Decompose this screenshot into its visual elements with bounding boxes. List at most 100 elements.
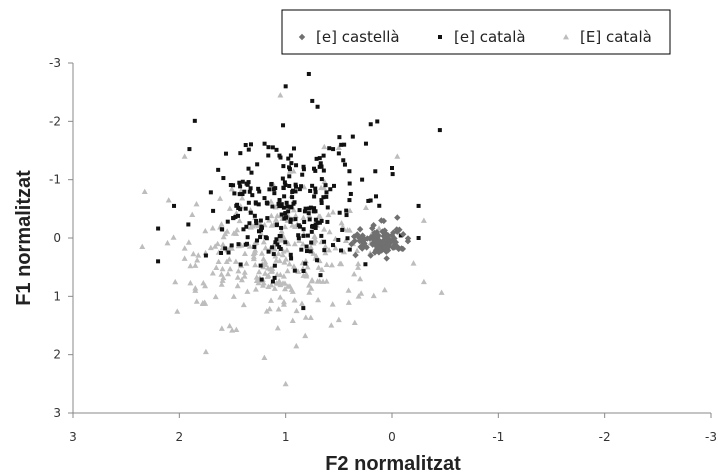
- y-axis-title: F1 normalitzat: [13, 170, 35, 306]
- data-point: [336, 237, 341, 242]
- data-point: [328, 187, 333, 192]
- data-point: [348, 240, 355, 248]
- data-point: [226, 250, 231, 255]
- data-point: [390, 166, 394, 170]
- data-point: [218, 271, 225, 277]
- data-point: [282, 223, 289, 230]
- data-point: [306, 289, 313, 295]
- x-tick-label: 2: [176, 430, 184, 444]
- data-point: [243, 206, 248, 211]
- data-point: [358, 290, 365, 296]
- data-point: [271, 252, 276, 257]
- data-point: [324, 190, 329, 195]
- data-point: [335, 316, 342, 323]
- data-point: [302, 332, 309, 339]
- data-point: [237, 180, 242, 185]
- axes: 3 2 1 0 -1 -2 -3 -3 -2 -1 0 1 2 3: [49, 56, 717, 444]
- data-point: [308, 285, 315, 291]
- data-point: [331, 147, 336, 152]
- data-point: [227, 265, 234, 272]
- data-point: [352, 251, 359, 259]
- data-point: [181, 255, 188, 261]
- x-tick-label: 0: [388, 430, 396, 444]
- data-point: [374, 194, 379, 199]
- data-point: [262, 270, 269, 276]
- x-tick-label: -3: [705, 430, 717, 444]
- data-point: [288, 153, 293, 158]
- data-point: [398, 245, 405, 252]
- data-point: [321, 143, 328, 150]
- data-point: [282, 180, 287, 185]
- y-tick-label: 1: [53, 289, 61, 303]
- y-tick-label: -1: [49, 173, 61, 187]
- data-point: [305, 233, 310, 238]
- x-tick-label: -1: [492, 430, 504, 444]
- data-point: [298, 224, 303, 229]
- data-point: [207, 244, 214, 251]
- data-point: [303, 261, 308, 266]
- data-point: [219, 277, 226, 283]
- data-point: [254, 221, 259, 226]
- data-point: [212, 293, 219, 300]
- data-point: [192, 287, 199, 293]
- data-point: [346, 207, 353, 214]
- data-point: [279, 202, 284, 207]
- data-point: [209, 270, 216, 276]
- data-point: [285, 204, 290, 209]
- data-point: [223, 258, 230, 265]
- data-point: [277, 198, 282, 203]
- data-point: [262, 261, 269, 267]
- data-point: [331, 183, 336, 188]
- data-point: [290, 195, 295, 200]
- data-point: [293, 307, 300, 314]
- data-point: [319, 200, 324, 205]
- data-point: [318, 161, 323, 166]
- data-point: [259, 224, 264, 229]
- y-tick-label: -2: [49, 114, 61, 128]
- data-point: [209, 225, 216, 231]
- data-point: [416, 236, 421, 240]
- data-point: [258, 263, 263, 268]
- y-tick-label: 0: [53, 231, 61, 245]
- data-point: [351, 271, 358, 277]
- data-point: [326, 247, 333, 253]
- data-point: [338, 219, 345, 226]
- data-point: [345, 287, 352, 293]
- data-point: [279, 251, 286, 258]
- data-point: [323, 261, 330, 267]
- data-point: [202, 348, 209, 355]
- data-point: [219, 265, 226, 272]
- data-point: [296, 236, 301, 241]
- data-point: [220, 274, 227, 281]
- data-point: [291, 201, 296, 206]
- data-point: [398, 233, 403, 238]
- data-point: [390, 229, 397, 236]
- data-point: [399, 231, 407, 238]
- data-point: [306, 71, 311, 76]
- data-point: [248, 210, 253, 215]
- data-point: [321, 153, 326, 158]
- data-point: [313, 252, 320, 259]
- data-point: [241, 269, 248, 275]
- legend-label: [e] castellà: [316, 28, 400, 46]
- data-point: [301, 233, 306, 238]
- data-point: [172, 278, 179, 285]
- data-point: [281, 205, 286, 210]
- data-point: [240, 301, 247, 308]
- data-point: [296, 237, 303, 243]
- data-point: [301, 269, 306, 274]
- data-point: [307, 314, 314, 320]
- legend-label: [E] català: [580, 28, 652, 46]
- data-point: [208, 190, 213, 195]
- data-point: [258, 250, 265, 256]
- data-point: [224, 228, 231, 234]
- data-point: [317, 220, 322, 225]
- data-point: [250, 193, 255, 198]
- data-point: [277, 204, 282, 209]
- data-point: [230, 293, 237, 299]
- data-point: [330, 243, 335, 248]
- data-point: [287, 183, 292, 188]
- data-point: [356, 226, 364, 233]
- data-point: [239, 195, 246, 201]
